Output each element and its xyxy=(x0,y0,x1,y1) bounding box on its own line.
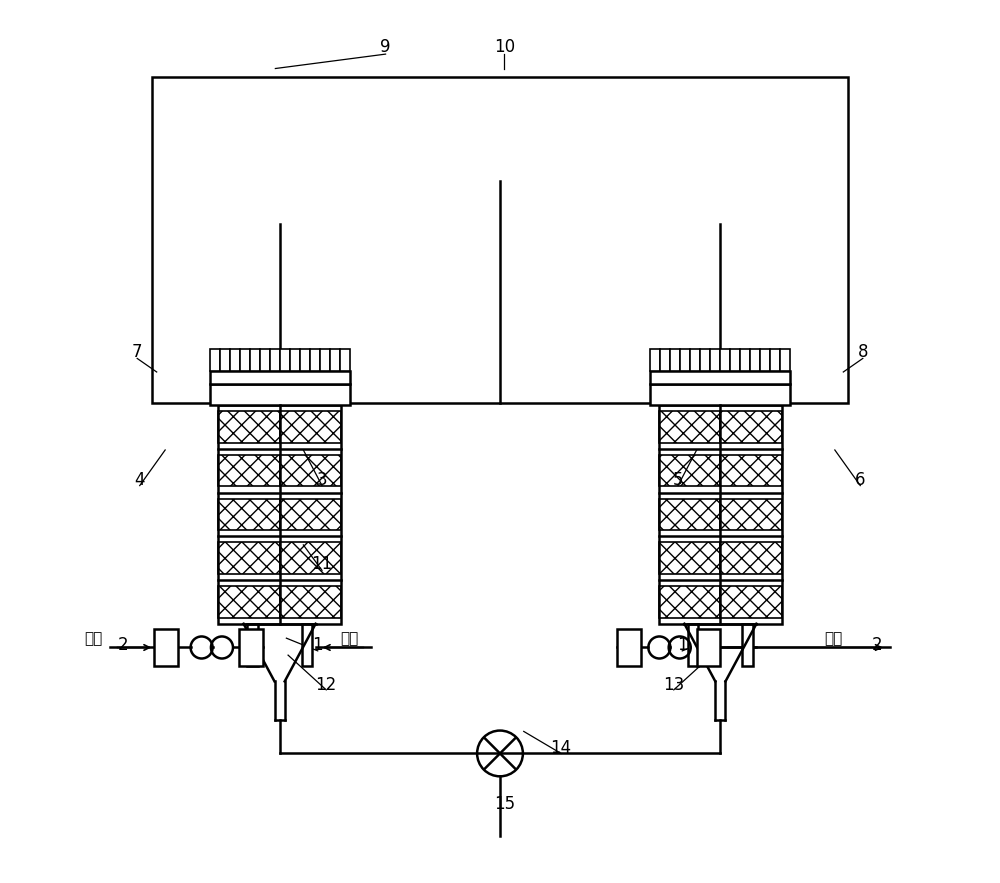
Bar xyxy=(659,542,720,574)
Bar xyxy=(220,349,230,371)
Bar xyxy=(697,629,720,666)
Bar xyxy=(280,586,341,617)
Bar xyxy=(670,349,680,371)
Text: 1: 1 xyxy=(677,636,688,654)
Bar xyxy=(280,455,341,487)
Bar xyxy=(742,623,753,666)
Bar xyxy=(659,411,720,442)
Text: 10: 10 xyxy=(494,38,515,57)
Text: 燃气: 燃气 xyxy=(623,630,641,645)
Text: 8: 8 xyxy=(858,343,868,361)
Text: 6: 6 xyxy=(855,471,866,488)
Bar xyxy=(340,349,350,371)
Bar xyxy=(280,542,341,574)
Bar xyxy=(302,623,312,666)
Bar xyxy=(270,349,280,371)
Bar xyxy=(320,349,330,371)
Text: 2: 2 xyxy=(117,636,128,654)
Bar xyxy=(310,349,320,371)
Bar xyxy=(740,349,750,371)
Text: 11: 11 xyxy=(311,555,333,573)
Bar xyxy=(780,349,790,371)
Bar xyxy=(210,371,350,384)
Bar xyxy=(659,586,720,617)
Bar xyxy=(290,349,300,371)
Bar xyxy=(720,411,782,442)
Bar xyxy=(659,499,720,530)
Bar xyxy=(154,629,178,666)
Bar xyxy=(240,349,250,371)
Bar xyxy=(720,542,782,574)
Text: 3: 3 xyxy=(317,471,327,488)
Bar xyxy=(659,455,720,487)
Text: 4: 4 xyxy=(134,471,145,488)
Bar xyxy=(650,384,790,405)
Bar xyxy=(650,371,790,384)
Bar xyxy=(650,349,660,371)
Bar xyxy=(690,349,700,371)
Bar xyxy=(239,629,263,666)
Text: 空气: 空气 xyxy=(824,630,842,645)
Bar xyxy=(770,349,780,371)
Bar xyxy=(760,349,770,371)
Bar xyxy=(720,586,782,617)
Bar xyxy=(660,349,670,371)
Bar xyxy=(280,349,290,371)
Bar xyxy=(720,499,782,530)
Text: 1: 1 xyxy=(312,636,323,654)
Bar xyxy=(218,542,280,574)
Bar xyxy=(210,384,350,405)
Bar xyxy=(720,455,782,487)
Bar xyxy=(688,623,698,666)
Bar xyxy=(330,349,340,371)
Bar xyxy=(720,349,730,371)
Bar xyxy=(218,411,280,442)
Text: 12: 12 xyxy=(316,675,337,694)
Bar xyxy=(280,499,341,530)
Text: 5: 5 xyxy=(673,471,683,488)
Bar xyxy=(300,349,310,371)
Text: 13: 13 xyxy=(663,675,684,694)
Bar xyxy=(260,349,270,371)
Bar xyxy=(280,411,341,442)
Text: 15: 15 xyxy=(494,796,515,813)
Bar xyxy=(218,405,341,623)
Bar xyxy=(617,629,641,666)
Text: 空气: 空气 xyxy=(85,630,103,645)
Bar xyxy=(218,586,280,617)
Text: 9: 9 xyxy=(380,38,391,57)
Bar xyxy=(659,405,782,623)
Bar xyxy=(700,349,710,371)
Bar xyxy=(750,349,760,371)
Text: 7: 7 xyxy=(132,343,142,361)
Bar xyxy=(247,623,258,666)
Text: 2: 2 xyxy=(872,636,883,654)
Text: 燃气: 燃气 xyxy=(341,630,359,645)
Bar xyxy=(250,349,260,371)
Bar xyxy=(210,349,220,371)
Bar xyxy=(152,77,848,404)
Bar xyxy=(218,455,280,487)
Bar xyxy=(218,499,280,530)
Bar xyxy=(730,349,740,371)
Bar xyxy=(230,349,240,371)
Bar xyxy=(680,349,690,371)
Bar xyxy=(710,349,720,371)
Text: 14: 14 xyxy=(550,739,572,758)
